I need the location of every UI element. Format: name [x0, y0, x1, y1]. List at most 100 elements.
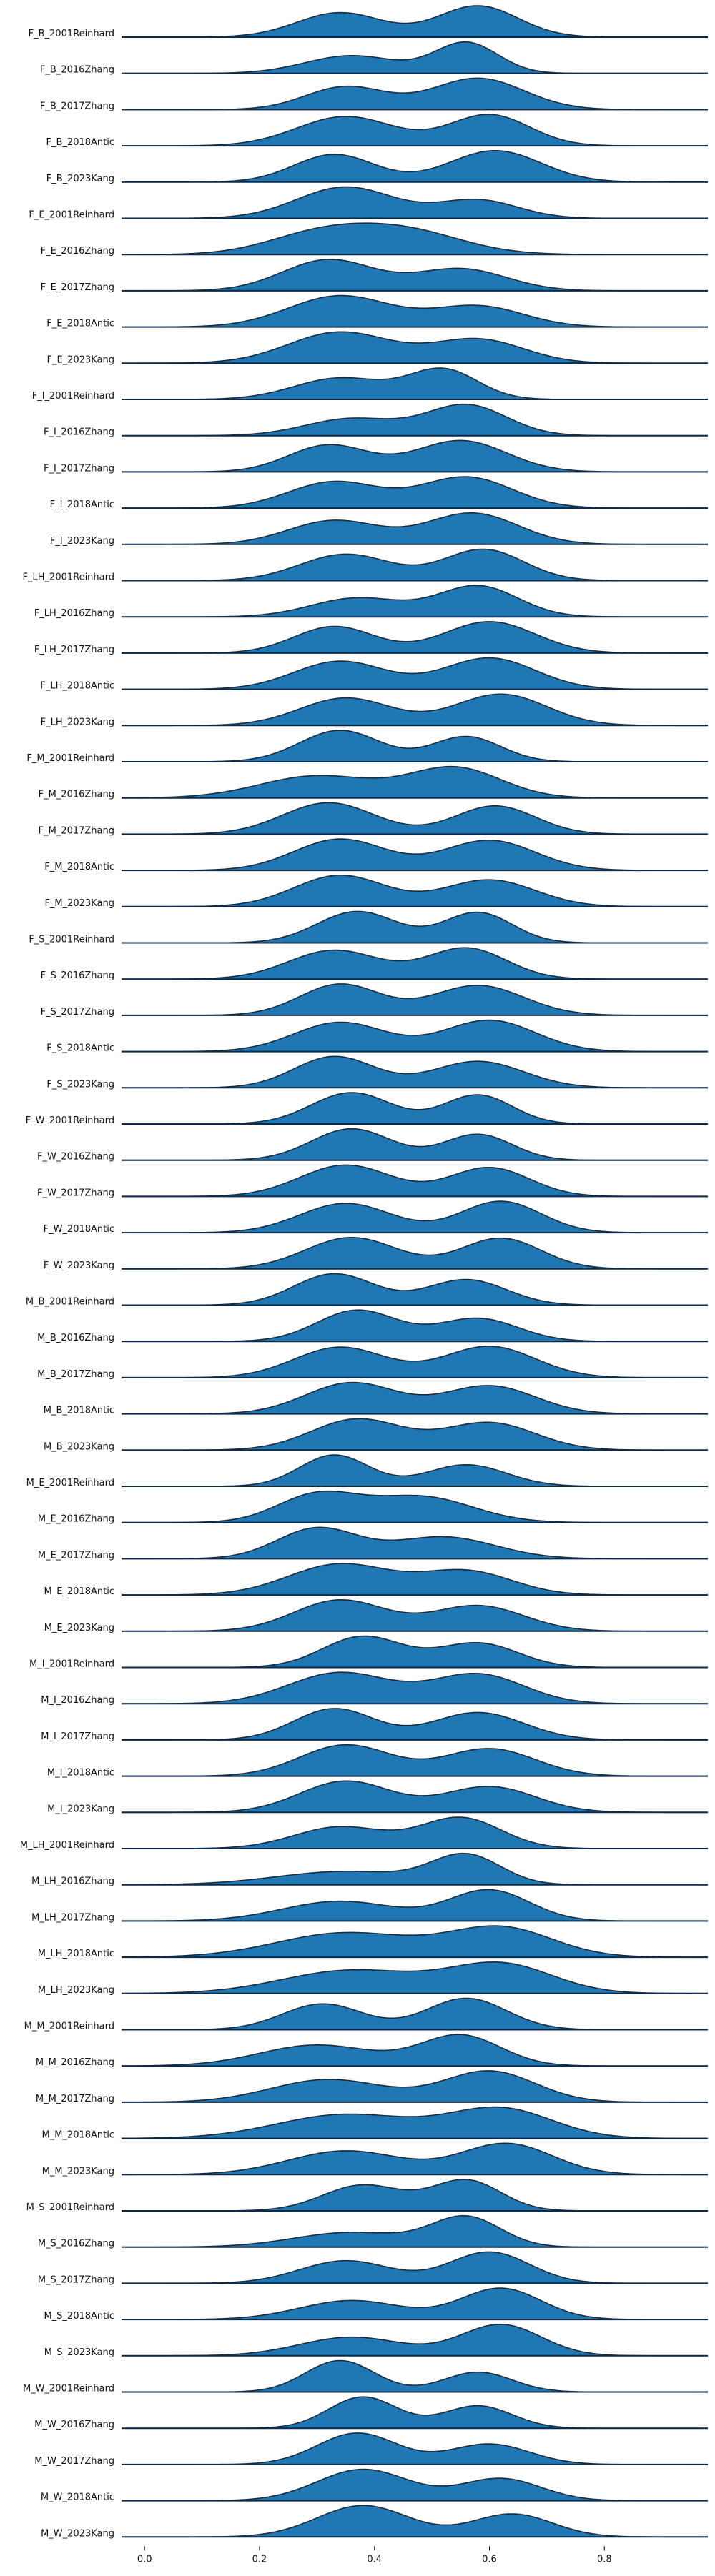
- ridge-label: F_I_2001Reinhard: [32, 391, 114, 402]
- ridge-label: M_W_2018Antic: [41, 2492, 114, 2503]
- ridge-area: [122, 1853, 708, 1885]
- ridge: F_M_2016Zhang: [39, 765, 708, 800]
- ridge-label: M_B_2023Kang: [44, 1441, 114, 1452]
- ridge: F_S_2023Kang: [46, 1055, 708, 1090]
- ridge-label: F_I_2017Zhang: [44, 463, 114, 474]
- ridge-label: F_B_2001Reinhard: [29, 29, 114, 39]
- ridge: F_I_2001Reinhard: [32, 367, 708, 402]
- ridge-label: F_B_2018Antic: [46, 137, 114, 148]
- ridge-label: M_S_2017Zhang: [38, 2274, 114, 2285]
- ridge-label: F_LH_2017Zhang: [34, 645, 114, 655]
- ridge: F_W_2001Reinhard: [26, 1092, 708, 1126]
- ridge-label: F_W_2001Reinhard: [26, 1115, 114, 1126]
- ridge: F_LH_2017Zhang: [34, 621, 708, 655]
- ridge-label: M_M_2018Antic: [41, 2130, 114, 2141]
- ridge-area: [122, 1128, 708, 1160]
- ridge-label: M_M_2016Zhang: [36, 2057, 114, 2068]
- x-axis: 0.0 0.2 0.4 0.6 0.8: [137, 2546, 612, 2565]
- ridge: F_B_2016Zhang: [40, 41, 708, 76]
- ridge-label: M_I_2017Zhang: [41, 1731, 114, 1742]
- ridge-area: [122, 1599, 708, 1631]
- ridge-label: M_E_2018Antic: [44, 1586, 114, 1597]
- ridge-label: M_M_2023Kang: [42, 2166, 114, 2177]
- ridge: F_B_2023Kang: [46, 149, 708, 184]
- ridge-label: M_W_2016Zhang: [34, 2420, 114, 2430]
- ridge-area: [122, 2505, 708, 2537]
- ridge-area: [122, 404, 708, 436]
- ridge-area: [122, 1744, 708, 1776]
- ridge-label: F_LH_2001Reinhard: [23, 572, 114, 583]
- ridge: F_LH_2018Antic: [40, 657, 708, 692]
- ridge-area: [122, 802, 708, 835]
- ridge: M_W_2023Kang: [41, 2505, 708, 2539]
- ridge-area: [122, 78, 708, 110]
- ridge-label: F_M_2023Kang: [44, 898, 114, 909]
- ridge-area: [122, 2397, 708, 2429]
- ridge: M_B_2018Antic: [44, 1381, 708, 1416]
- ridge-area: [122, 1926, 708, 1958]
- ridge-label: M_S_2018Antic: [44, 2311, 114, 2322]
- ridge-outline: [122, 2287, 708, 2320]
- ridge-area: [122, 2432, 708, 2465]
- ridge-area: [122, 223, 708, 255]
- ridge-outline: [122, 657, 708, 690]
- ridge: M_E_2001Reinhard: [26, 1454, 708, 1488]
- ridge-label: F_S_2017Zhang: [41, 1007, 114, 1018]
- ridge: M_W_2017Zhang: [34, 2432, 708, 2467]
- ridge-label: M_W_2023Kang: [41, 2528, 114, 2539]
- ridge-label: M_B_2001Reinhard: [26, 1297, 114, 1308]
- ridge: F_B_2018Antic: [46, 114, 708, 148]
- ridge-outline: [121, 2106, 709, 2139]
- ridge-label: M_I_2023Kang: [47, 1804, 114, 1814]
- ridge-area: [122, 2215, 708, 2247]
- ridge-area: [122, 150, 708, 182]
- ridge-area: [122, 1310, 708, 1342]
- ridge: M_S_2017Zhang: [38, 2251, 708, 2285]
- ridge-area: [122, 1056, 708, 1088]
- ridge-outline: [121, 1961, 709, 1994]
- ridge-area: [122, 766, 708, 798]
- ridge-area: [122, 2107, 708, 2139]
- ridge-label: F_W_2016Zhang: [37, 1152, 114, 1163]
- ridge-label: M_E_2017Zhang: [38, 1550, 114, 1561]
- ridge-label: M_LH_2016Zhang: [31, 1876, 114, 1887]
- ridge: M_B_2017Zhang: [37, 1346, 708, 1380]
- x-tick-label: 0.0: [137, 2554, 152, 2565]
- ridge: M_M_2023Kang: [42, 2142, 708, 2177]
- ridge-label: F_W_2018Antic: [44, 1224, 114, 1235]
- ridge: M_W_2016Zhang: [34, 2396, 708, 2430]
- ridge: F_W_2016Zhang: [37, 1128, 708, 1163]
- ridge-label: M_B_2016Zhang: [37, 1333, 114, 1343]
- ridge-area: [122, 1961, 708, 1994]
- ridge-outline: [122, 2142, 708, 2176]
- ridge: F_M_2017Zhang: [39, 802, 708, 836]
- ridge-area: [122, 332, 708, 364]
- ridge-outline: [122, 1019, 708, 1053]
- ridge-label: M_LH_2023Kang: [38, 1985, 114, 1996]
- ridge-area: [122, 2034, 708, 2067]
- ridge: F_M_2018Antic: [44, 838, 708, 872]
- x-tick-label: 0.2: [252, 2554, 267, 2565]
- ridge-label: F_S_2016Zhang: [41, 970, 114, 981]
- ridge-area: [122, 512, 708, 544]
- ridge: M_LH_2023Kang: [38, 1961, 709, 1996]
- ridge-label: M_LH_2017Zhang: [31, 1912, 114, 1923]
- ridge: M_E_2023Kang: [44, 1599, 708, 1633]
- ridge: F_S_2001Reinhard: [29, 910, 708, 945]
- ridge: F_I_2016Zhang: [44, 403, 708, 438]
- ridge-label: M_W_2017Zhang: [34, 2456, 114, 2467]
- ridge-area: [122, 295, 708, 327]
- ridge-label: F_S_2001Reinhard: [29, 935, 114, 945]
- ridge-area: [122, 114, 708, 146]
- ridge: F_LH_2016Zhang: [34, 585, 708, 619]
- ridge-label: F_I_2018Antic: [50, 499, 114, 510]
- ridge: M_M_2016Zhang: [36, 2034, 708, 2068]
- ridge-label: M_S_2001Reinhard: [26, 2202, 114, 2213]
- ridge-area: [122, 730, 708, 762]
- ridge-area: [122, 2179, 708, 2211]
- ridge-area: [122, 1093, 708, 1124]
- ridge: M_S_2016Zhang: [38, 2214, 708, 2249]
- ridge-outline: [121, 2070, 708, 2103]
- ridge: M_B_2016Zhang: [37, 1309, 708, 1343]
